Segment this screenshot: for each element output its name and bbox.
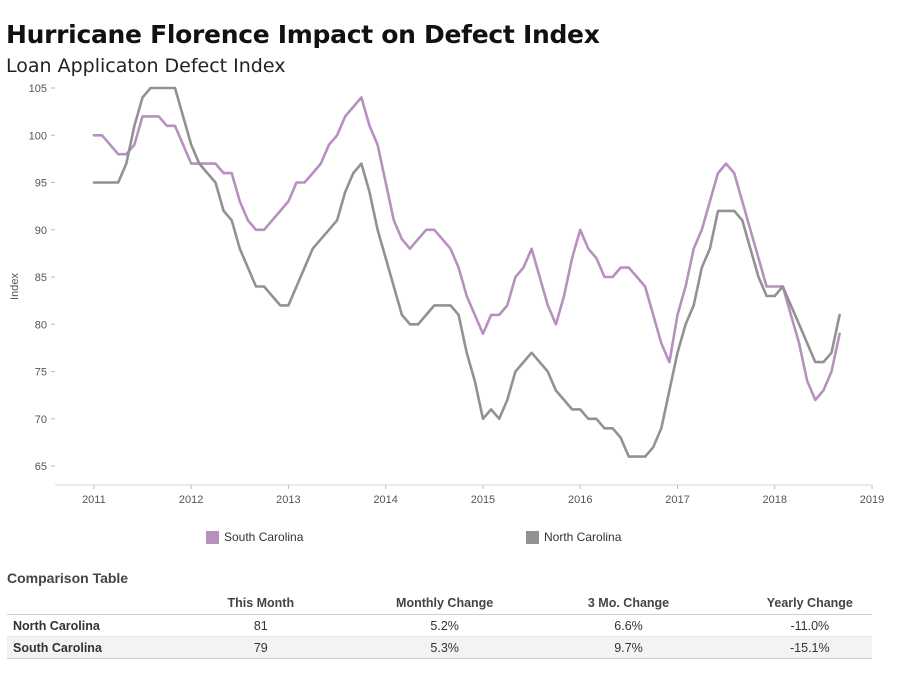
row-label: South Carolina [7,636,142,659]
legend-item-north-carolina[interactable]: North Carolina [526,530,621,544]
column-header-3mo-change: 3 Mo. Change [509,592,748,615]
cell-3mo-change: 6.6% [509,614,748,637]
x-tick-label: 2013 [276,494,300,506]
y-tick-label: 85 [35,272,47,284]
cell-this-month: 81 [141,614,380,637]
y-tick-label: 100 [29,130,47,142]
y-tick-label: 80 [35,319,47,331]
column-header-this-month: This Month [141,592,380,615]
cell-3mo-change: 9.7% [509,636,748,659]
series-line-north-carolina [92,86,841,458]
x-tick-label: 2018 [762,494,786,506]
comparison-table-title: Comparison Table [7,570,129,586]
x-tick-label: 2015 [471,494,495,506]
y-axis-label: Index [9,273,21,300]
y-tick-label: 95 [35,178,47,190]
legend-label-north-carolina: North Carolina [544,530,622,544]
cell-yearly-change: -15.1% [747,636,872,659]
y-tick-label: 105 [29,83,47,95]
x-tick-label: 2017 [665,494,689,506]
line-chart: 65 70 75 80 85 90 95 100 105 2011 2012 2013 2014 2015… [9,83,884,506]
chart-subtitle: Loan Applicaton Defect Index [6,55,286,77]
y-tick-label: 70 [35,414,47,426]
cell-monthly-change: 5.3% [379,636,510,659]
x-tick-label: 2014 [373,494,397,506]
legend-label-south-carolina: South Carolina [224,530,304,544]
y-tick-label: 90 [35,225,47,237]
table-row: South Carolina 79 5.3% 9.7% -15.1% [7,636,872,659]
column-header-yearly-change: Yearly Change [747,592,872,615]
x-tick-label: 2016 [568,494,592,506]
y-tick-label: 65 [35,461,47,473]
legend-item-south-carolina[interactable]: South Carolina [206,530,303,544]
legend-swatch-north-carolina [526,530,539,544]
cell-monthly-change: 5.2% [379,614,510,637]
column-header [7,592,142,615]
y-tick-label: 75 [35,367,47,379]
cell-yearly-change: -11.0% [747,614,872,637]
legend-swatch-south-carolina [206,530,219,544]
table-row: North Carolina 81 5.2% 6.6% -11.0% [7,614,872,637]
cell-this-month: 79 [141,636,380,659]
table-header-row: This Month Monthly Change 3 Mo. Change Y… [7,592,872,615]
column-header-monthly-change: Monthly Change [379,592,510,615]
x-tick-label: 2012 [179,494,203,506]
comparison-table: This Month Monthly Change 3 Mo. Change Y… [7,592,872,659]
x-tick-label: 2011 [82,494,106,506]
chart-title: Hurricane Florence Impact on Defect Inde… [6,20,600,49]
series-line-south-carolina [92,96,841,402]
row-label: North Carolina [7,614,142,637]
x-tick-label: 2019 [860,494,884,506]
